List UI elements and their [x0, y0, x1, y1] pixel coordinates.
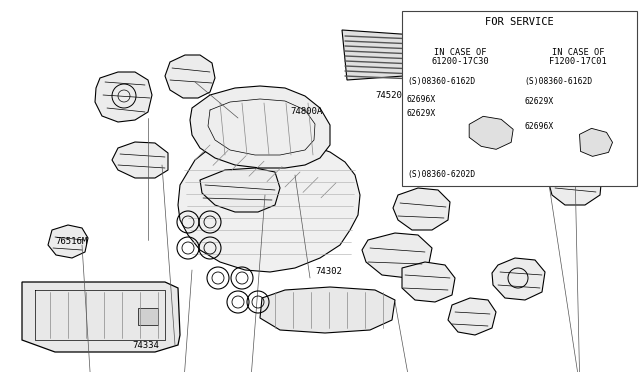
- Polygon shape: [138, 308, 158, 325]
- Text: 62696X: 62696X: [407, 94, 436, 104]
- Polygon shape: [402, 262, 455, 302]
- Polygon shape: [22, 282, 180, 352]
- Text: IN CASE OF: IN CASE OF: [435, 48, 487, 57]
- Text: (S)08360-6162D: (S)08360-6162D: [524, 77, 593, 86]
- Text: 74302: 74302: [315, 267, 342, 276]
- Polygon shape: [362, 233, 432, 278]
- Text: (S)08360-6202D: (S)08360-6202D: [407, 170, 475, 179]
- Polygon shape: [393, 188, 450, 230]
- Polygon shape: [448, 298, 496, 335]
- Text: F1200-17C01: F1200-17C01: [549, 57, 607, 66]
- Polygon shape: [492, 258, 545, 300]
- Polygon shape: [580, 128, 612, 156]
- Text: 62629X: 62629X: [407, 109, 436, 118]
- Polygon shape: [469, 116, 513, 149]
- Polygon shape: [402, 11, 637, 186]
- Text: 62696X: 62696X: [524, 122, 554, 131]
- Polygon shape: [48, 225, 88, 258]
- Text: 61200-17C30: 61200-17C30: [432, 57, 490, 66]
- Text: 74520: 74520: [375, 90, 402, 99]
- Text: FOR SERVICE: FOR SERVICE: [485, 17, 554, 27]
- Polygon shape: [342, 30, 420, 80]
- Polygon shape: [112, 142, 168, 178]
- Text: 74334: 74334: [132, 340, 159, 350]
- Polygon shape: [190, 86, 330, 168]
- Text: 76516M: 76516M: [55, 237, 87, 247]
- Polygon shape: [178, 138, 360, 272]
- Polygon shape: [516, 112, 582, 165]
- Text: (S)08360-6162D: (S)08360-6162D: [407, 77, 475, 86]
- Polygon shape: [200, 168, 280, 212]
- Polygon shape: [548, 162, 602, 205]
- Text: IN CASE OF: IN CASE OF: [552, 48, 604, 57]
- Text: 74800A: 74800A: [290, 108, 323, 116]
- Text: 62629X: 62629X: [524, 97, 554, 106]
- Polygon shape: [95, 72, 152, 122]
- Polygon shape: [260, 287, 395, 333]
- Polygon shape: [165, 55, 215, 98]
